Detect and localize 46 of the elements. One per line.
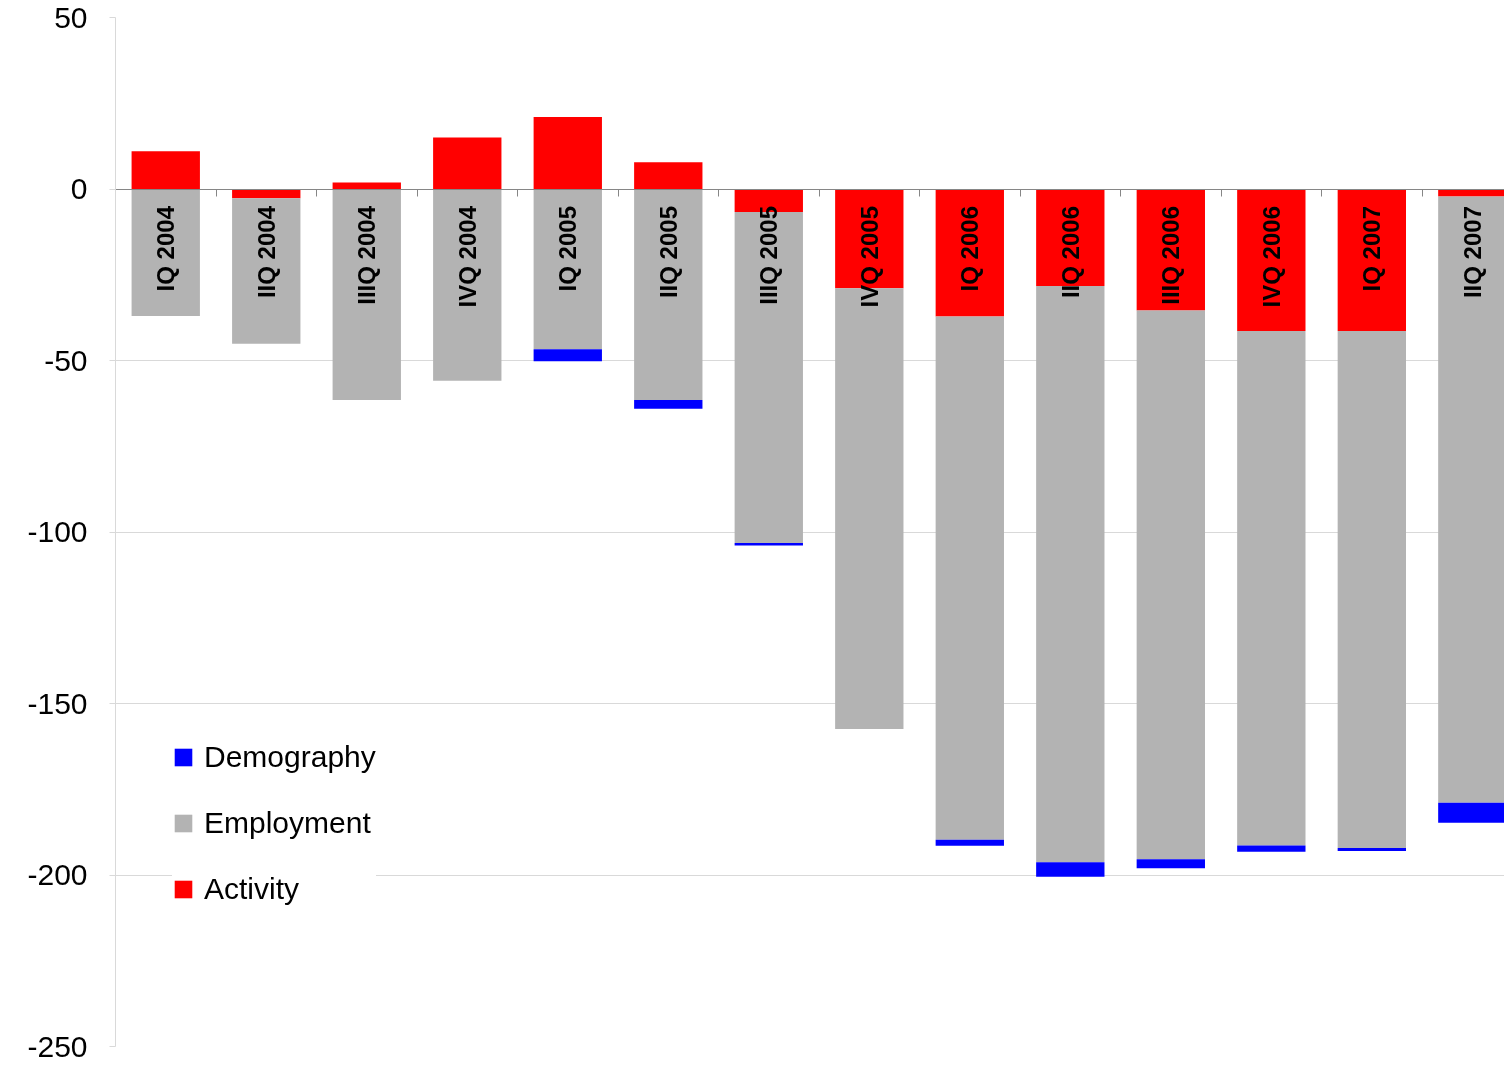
bar (1036, 862, 1105, 877)
bar (935, 316, 1004, 840)
x-tick-label: IIQ 2005 (654, 206, 682, 299)
x-tick-label: IIQ 2004 (252, 205, 280, 299)
y-tick-label: -200 (27, 858, 88, 891)
x-tick-label: IQ 2005 (554, 205, 582, 292)
bar (1237, 331, 1306, 846)
legend-label: Employment (204, 806, 371, 840)
y-tick-label: -150 (27, 686, 88, 720)
y-tick-label: 0 (70, 172, 88, 205)
x-tick-label: IVQ 2005 (855, 206, 883, 308)
x-tick-label: IIIQ 2004 (353, 205, 381, 305)
legend-label: Activity (204, 872, 300, 906)
y-tick-label: -50 (44, 343, 88, 377)
x-tick-label: IQ 2007 (1358, 205, 1386, 292)
x-tick-label: IVQ 2006 (1257, 206, 1285, 308)
bar (533, 349, 602, 362)
bar (332, 189, 401, 400)
x-tick-label: IIQ 2007 (1458, 206, 1486, 299)
y-tick-label: -100 (27, 515, 88, 548)
bar (634, 189, 703, 400)
bar (1136, 859, 1205, 869)
x-tick-label: IQ 2004 (152, 205, 180, 292)
bar (1136, 310, 1205, 860)
bar (332, 182, 401, 189)
x-tick-label: IIIQ 2005 (755, 206, 783, 305)
x-tick-label: IIQ 2006 (1056, 206, 1084, 299)
bar (1337, 189, 1406, 331)
bar (1337, 331, 1406, 848)
bar (533, 116, 602, 189)
legend-label: Demography (204, 740, 376, 774)
x-tick-label: IVQ 2004 (453, 205, 481, 308)
bar (433, 137, 502, 189)
bar (433, 189, 502, 381)
bar (232, 198, 301, 344)
x-tick-label: IIIQ 2006 (1157, 206, 1185, 305)
bar (634, 162, 703, 189)
y-tick-label: -250 (27, 1029, 88, 1063)
bar (1337, 847, 1406, 851)
bar (935, 839, 1004, 846)
bar (533, 189, 602, 350)
bar (1237, 845, 1306, 852)
bar (634, 399, 703, 409)
x-tick-label: IQ 2006 (956, 205, 984, 292)
bar (131, 151, 200, 189)
y-tick-label: 50 (54, 0, 88, 34)
